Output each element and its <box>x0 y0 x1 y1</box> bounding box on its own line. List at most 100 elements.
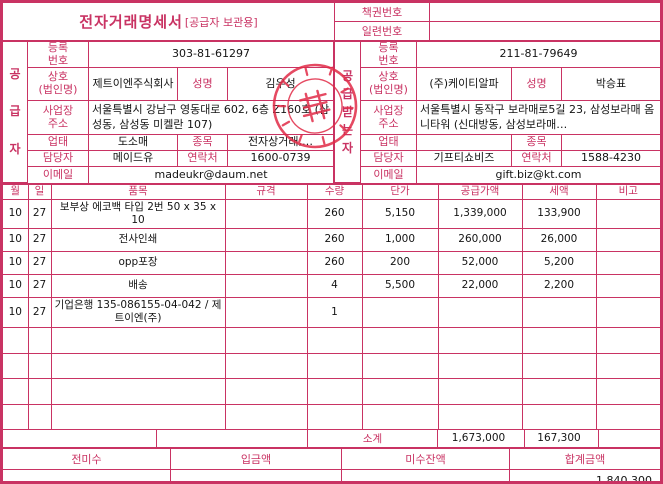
recipient-manager-label: 담당자 <box>361 151 417 167</box>
supplier-manager-label: 담당자 <box>28 151 89 167</box>
item-row: 10 27 기업은행 135-086155-04-042 / 제트이엔(주) 1 <box>3 296 660 328</box>
subtotal-spacer <box>599 430 660 447</box>
document-header: 전자거래명세서 [공급자 보관용] 책권번호 일련번호 <box>3 3 660 42</box>
serial-number-row: 일련번호 <box>335 22 660 40</box>
outstanding-value <box>342 470 510 481</box>
recipient-biztype-label: 업태 <box>361 135 417 151</box>
cell-spec <box>224 198 308 229</box>
item-row: 10 27 전사인쇄 260 1,000 260,000 26,000 <box>3 227 660 252</box>
col-item: 품목 <box>50 185 226 200</box>
items-table: 월 일 품목 규격 수량 단가 공급가액 세액 비고 10 27 보부상 에코백… <box>3 185 660 430</box>
supplier-manager-value: 메이드유 <box>89 151 178 167</box>
recipient-address-value: 서울특별시 동작구 보라매로5길 23, 삼성보라매 옴니타워 (신대방동, 삼… <box>417 101 660 135</box>
cell-note <box>595 250 660 275</box>
summary-values-row: 1,840,300 <box>3 470 660 484</box>
cell-note <box>595 198 660 229</box>
cell-supply-amount: 52,000 <box>437 250 523 275</box>
book-number-row: 책권번호 <box>335 3 660 22</box>
cell-day: 27 <box>27 273 52 298</box>
recipient-email-label: 이메일 <box>361 167 417 183</box>
cell-tax: 2,200 <box>521 273 597 298</box>
cell-spec <box>224 227 308 252</box>
grand-total-label: 합계금액 <box>564 452 606 466</box>
col-note: 비고 <box>595 185 660 200</box>
cell-supply-amount <box>437 296 523 328</box>
book-number-value <box>430 3 660 21</box>
supplier-side-label: 공 급 자 <box>3 42 28 183</box>
cell-item: 보부상 에코백 타입 2번 50 x 35 x 10 <box>50 198 226 229</box>
col-month: 월 <box>3 185 29 200</box>
page-title: 전자거래명세서 <box>79 13 183 31</box>
supplier-name-label: 성명 <box>178 68 228 101</box>
parties-section: 공 급 자 등록 번호 303-81-61297 상호 (법인명) 제트이엔주식… <box>3 42 660 185</box>
cell-spec <box>224 296 308 328</box>
cell-unit-price <box>361 296 439 328</box>
supplier-item-value: 전자상거래,… <box>228 135 333 151</box>
recipient-item-value <box>562 135 660 151</box>
cell-tax <box>521 296 597 328</box>
supplier-company-label: 상호 (법인명) <box>28 68 89 101</box>
supplier-biztype-label: 업태 <box>28 135 89 151</box>
cell-qty: 260 <box>306 250 363 275</box>
supplier-contact-value: 1600-0739 <box>228 151 333 167</box>
summary-header-row: 전미수 입금액 미수잔액 합계금액 <box>3 448 660 470</box>
supplier-email-value: madeukr@daum.net <box>154 167 268 181</box>
supplier-email-label: 이메일 <box>28 167 89 183</box>
item-row-empty <box>3 352 660 379</box>
recipient-item-label: 종목 <box>512 135 562 151</box>
cell-note <box>595 227 660 252</box>
cell-tax: 26,000 <box>521 227 597 252</box>
cell-month: 10 <box>3 227 29 252</box>
supplier-address-label: 사업장 주소 <box>28 101 89 135</box>
supplier-reg-value: 303-81-61297 <box>89 42 333 68</box>
outstanding-label: 미수잔액 <box>342 448 510 469</box>
subtotal-label: 소계 <box>308 429 438 447</box>
deposit-label: 입금액 <box>171 448 342 469</box>
cell-supply-amount: 22,000 <box>437 273 523 298</box>
book-number-label: 책권번호 <box>335 3 430 21</box>
cell-item: 배송 <box>50 273 226 298</box>
supplier-panel: 공 급 자 등록 번호 303-81-61297 상호 (법인명) 제트이엔주식… <box>3 42 335 183</box>
cell-spec <box>224 273 308 298</box>
supplier-reg-label: 등록 번호 <box>28 42 89 68</box>
subtotal-spacer <box>157 429 308 447</box>
recipient-address-label: 사업장 주소 <box>361 101 417 135</box>
prev-balance-value <box>3 470 171 481</box>
summary-section: 전미수 입금액 미수잔액 합계금액 1,840,300 <box>3 448 660 484</box>
subtotal-supply-amount: 1,673,000 <box>438 429 525 447</box>
cell-unit-price: 5,500 <box>361 273 439 298</box>
recipient-company-value: (주)케이티알파 <box>417 68 512 101</box>
recipient-name-value: 박승표 <box>562 68 660 101</box>
cell-note <box>595 296 660 328</box>
cell-tax: 133,900 <box>521 198 597 229</box>
cell-tax: 5,200 <box>521 250 597 275</box>
supplier-address-value: 서울특별시 강남구 영동대로 602, 6층 Z160호 (삼성동, 삼성동 미… <box>89 101 333 135</box>
item-row: 10 27 opp포장 260 200 52,000 5,200 <box>3 250 660 275</box>
item-row: 10 27 보부상 에코백 타입 2번 50 x 35 x 10 260 5,1… <box>3 198 660 229</box>
recipient-reg-label: 등록 번호 <box>361 42 417 68</box>
cell-day: 27 <box>27 198 52 229</box>
cell-qty: 260 <box>306 198 363 229</box>
col-unit-price: 단가 <box>361 185 439 200</box>
recipient-side-label: 공 급 받 는 자 <box>335 42 361 183</box>
cell-unit-price: 1,000 <box>361 227 439 252</box>
cell-supply-amount: 260,000 <box>437 227 523 252</box>
grand-total-value: 1,840,300 <box>596 473 652 484</box>
supplier-name-value: 김우성 <box>228 68 333 101</box>
document-title-cell: 전자거래명세서 [공급자 보관용] <box>3 3 335 40</box>
supplier-item-label: 종목 <box>178 135 228 151</box>
recipient-biztype-value <box>417 135 512 151</box>
cell-day: 27 <box>27 227 52 252</box>
subtotal-spacer <box>3 429 157 447</box>
document-numbers: 책권번호 일련번호 <box>335 3 660 40</box>
cell-day: 27 <box>27 250 52 275</box>
serial-number-value <box>430 22 660 40</box>
supplier-biztype-value: 도소매 <box>89 135 178 151</box>
cell-unit-price: 200 <box>361 250 439 275</box>
cell-qty: 260 <box>306 227 363 252</box>
item-row-empty <box>3 403 660 430</box>
col-spec: 규격 <box>224 185 308 200</box>
deposit-value <box>171 470 342 481</box>
recipient-reg-value: 211-81-79649 <box>417 42 660 68</box>
